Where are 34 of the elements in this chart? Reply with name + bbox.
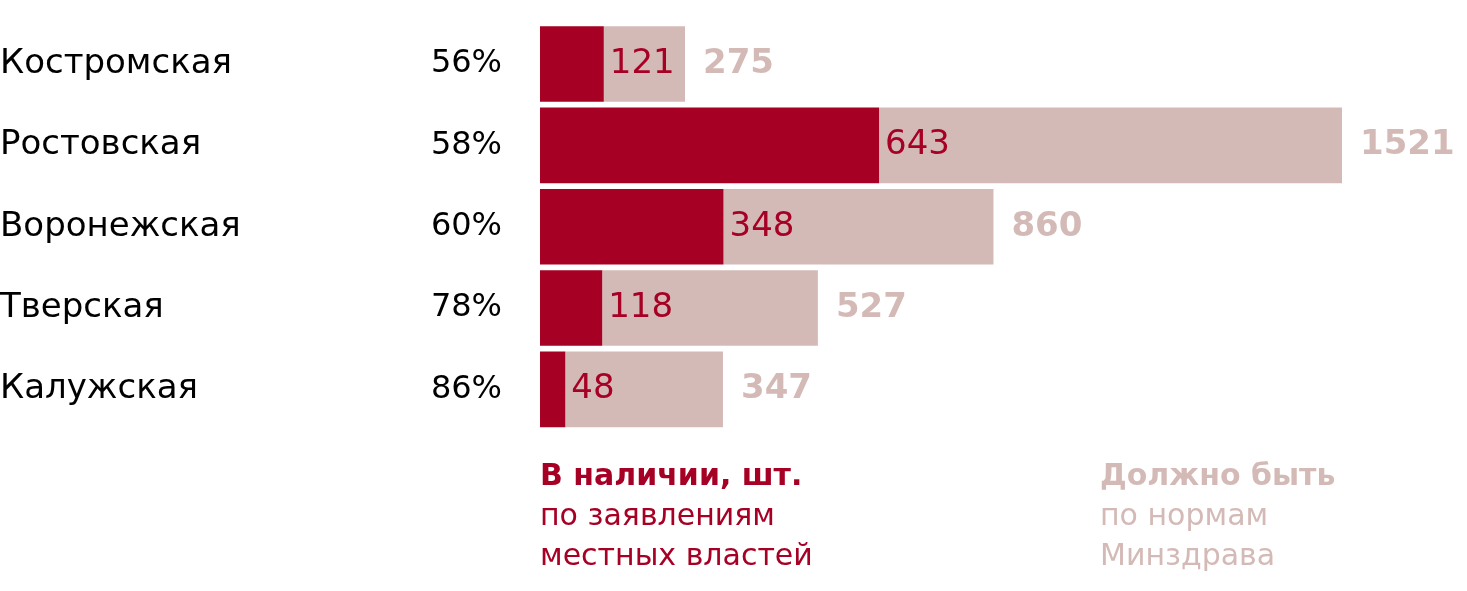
bar xyxy=(540,107,880,184)
y-tick-label: Костромская xyxy=(0,40,232,81)
y-tick-label: Тверская xyxy=(0,284,164,325)
text: 78% xyxy=(430,286,502,325)
bar xyxy=(603,26,685,102)
bar xyxy=(540,270,603,346)
data-label: 48 xyxy=(571,366,615,407)
series-label: В наличии, шт. xyxy=(540,456,804,494)
y-tick-label: Калужская xyxy=(0,366,198,407)
text: Должно быть xyxy=(1100,456,1337,494)
y-tick-label: Воронежская xyxy=(0,203,241,244)
bar xyxy=(565,351,723,428)
text: 60% xyxy=(430,205,502,244)
bar xyxy=(879,107,1342,184)
bar xyxy=(602,270,818,346)
y-tick-label: Ростовская xyxy=(0,122,202,163)
total-label: 527 xyxy=(835,284,907,325)
total-label: 275 xyxy=(703,40,774,81)
bar xyxy=(540,351,566,428)
bar xyxy=(540,188,724,265)
data-label: 348 xyxy=(729,203,795,244)
text: 58% xyxy=(430,123,502,162)
bar xyxy=(540,26,604,102)
bar xyxy=(723,188,994,265)
text: 86% xyxy=(430,367,502,406)
text: по заявлениям местных властей xyxy=(540,496,814,574)
total-label: 1521 xyxy=(1360,122,1455,163)
data-label: 118 xyxy=(608,284,674,325)
total-label: 860 xyxy=(1011,203,1083,244)
text: по нормам Минздрава xyxy=(1100,496,1277,574)
data-label: 121 xyxy=(609,40,675,81)
data-label: 643 xyxy=(885,122,950,163)
total-label: 347 xyxy=(740,366,812,407)
text: 56% xyxy=(430,42,502,81)
